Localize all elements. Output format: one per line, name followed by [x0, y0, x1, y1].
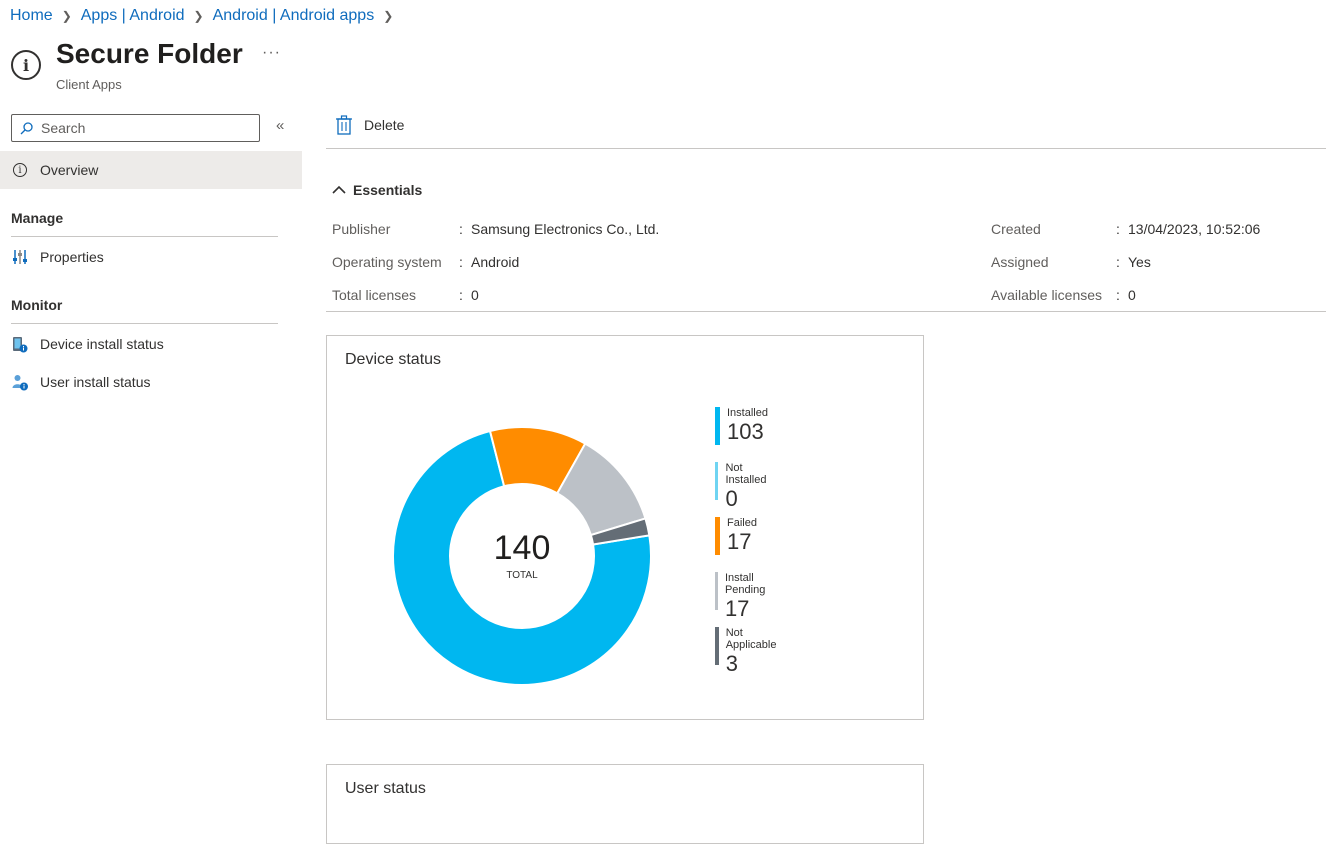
chevron-up-icon	[332, 185, 346, 194]
breadcrumb-apps-android[interactable]: Apps | Android	[80, 7, 185, 24]
legend-item-not-installed[interactable]: Not Installed 0	[715, 462, 768, 510]
info-icon: i	[13, 163, 27, 177]
legend-item-install-pending[interactable]: Install Pending 17	[715, 572, 767, 620]
donut-slice-installed[interactable]	[392, 429, 652, 686]
separator: :	[1116, 221, 1120, 237]
card-title: User status	[345, 780, 426, 797]
divider	[326, 311, 1326, 312]
card-title: Device status	[345, 351, 442, 368]
legend-label: Not Applicable	[725, 627, 777, 651]
properties-icon	[13, 250, 27, 264]
chevron-right-icon: ❯	[61, 9, 72, 23]
assigned-label: Assigned	[991, 254, 1049, 270]
created-value: 13/04/2023, 10:52:06	[1128, 221, 1261, 237]
breadcrumb-home[interactable]: Home	[10, 7, 53, 24]
publisher-value: Samsung Electronics Co., Ltd.	[471, 221, 660, 237]
legend-label: Install Pending	[724, 572, 766, 596]
separator: :	[459, 254, 463, 270]
legend-color-swatch	[715, 462, 719, 500]
page-title: Secure Folder	[56, 38, 243, 69]
chart-total-label: TOTAL	[506, 570, 538, 581]
available-licenses-value: 0	[1128, 287, 1136, 303]
separator: :	[459, 287, 463, 303]
divider	[326, 148, 1326, 149]
sidebar-item-label: Properties	[40, 249, 104, 265]
created-label: Created	[991, 221, 1041, 237]
chevron-right-icon: ❯	[193, 9, 204, 23]
sidebar-item-device-install-status[interactable]: Device install status	[0, 325, 302, 363]
delete-button[interactable]: Delete	[335, 115, 404, 135]
divider	[11, 323, 278, 324]
breadcrumb: Home ❯ Apps | Android ❯ Android | Androi…	[10, 7, 402, 25]
legend-item-installed[interactable]: Installed 103	[715, 407, 768, 445]
device-status-icon	[13, 336, 28, 352]
info-icon: i	[11, 50, 41, 80]
legend-item-not-applicable[interactable]: Not Applicable 3	[715, 627, 778, 675]
total-licenses-label: Total licenses	[332, 287, 417, 303]
legend-value: 17	[724, 596, 750, 621]
sidebar-item-label: Overview	[40, 162, 99, 178]
chart-total-value: 140	[493, 529, 551, 567]
separator: :	[1116, 287, 1120, 303]
sidebar-item-overview[interactable]: i Overview	[0, 151, 302, 189]
manage-heading: Manage	[11, 210, 64, 226]
page-subtitle: Client Apps	[56, 77, 122, 92]
legend-color-swatch	[715, 627, 719, 665]
user-status-icon	[12, 374, 28, 390]
search-box[interactable]	[11, 114, 260, 142]
more-options-button[interactable]: ···	[262, 44, 281, 61]
legend-label: Not Installed	[725, 462, 767, 486]
available-licenses-label: Available licenses	[991, 287, 1103, 303]
divider	[11, 236, 278, 237]
search-icon	[20, 121, 33, 134]
donut-slice-not-applicable[interactable]	[589, 517, 651, 546]
total-licenses-value: 0	[471, 287, 479, 303]
legend-color-swatch	[715, 572, 718, 610]
trash-icon	[336, 115, 352, 135]
sidebar-item-properties[interactable]: Properties	[0, 238, 302, 276]
separator: :	[459, 221, 463, 237]
legend-item-failed[interactable]: Failed 17	[715, 517, 757, 555]
essentials-toggle[interactable]: Essentials	[332, 182, 422, 198]
delete-label: Delete	[364, 117, 405, 133]
publisher-label: Publisher	[332, 221, 391, 237]
separator: :	[1116, 254, 1120, 270]
sidebar-item-label: Device install status	[40, 336, 164, 352]
sidebar-item-label: User install status	[40, 374, 151, 390]
legend-value: 17	[727, 529, 752, 554]
user-status-card[interactable]: User status	[326, 764, 924, 844]
legend-value: 0	[725, 486, 738, 511]
device-status-card[interactable]: Device status 140 TOTAL Installed 103 Not …	[326, 335, 924, 720]
operating-system-label: Operating system	[332, 254, 442, 270]
monitor-heading: Monitor	[11, 297, 63, 313]
assigned-value: Yes	[1128, 254, 1151, 270]
essentials-heading: Essentials	[353, 182, 423, 198]
sidebar-item-user-install-status[interactable]: User install status	[0, 363, 302, 401]
device-status-donut-chart	[392, 426, 652, 686]
search-input[interactable]	[39, 119, 243, 137]
collapse-sidebar-icon[interactable]: «	[276, 117, 285, 134]
breadcrumb-android-apps[interactable]: Android | Android apps	[212, 7, 375, 24]
legend-color-swatch	[715, 517, 720, 555]
legend-label: Failed	[727, 517, 757, 529]
legend-value: 3	[725, 651, 738, 676]
chevron-right-icon: ❯	[383, 9, 394, 23]
legend-label: Installed	[727, 407, 768, 419]
legend-color-swatch	[715, 407, 720, 445]
operating-system-value: Android	[471, 254, 520, 270]
legend-value: 103	[727, 419, 764, 444]
